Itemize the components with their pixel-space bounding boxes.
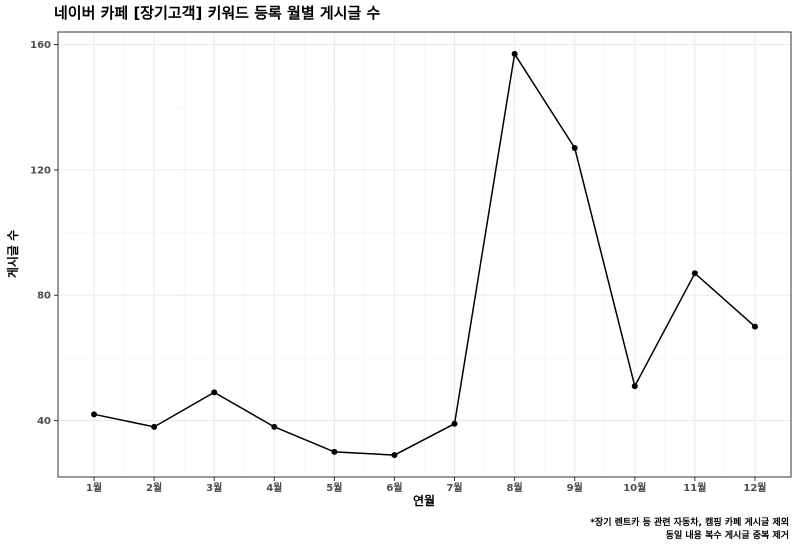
x-tick-label: 1월 [86,482,102,494]
x-tick-label: 5월 [326,482,342,494]
data-point [751,323,758,330]
data-point [91,411,98,418]
series-line [93,51,756,456]
x-tick-label: 9월 [567,482,583,494]
chart-title: 네이버 카페 [장기고객] 키워드 등록 월별 게시글 수 [54,4,380,22]
x-tick-label: 2월 [146,482,162,494]
x-axis-title: 연월 [413,493,435,508]
x-tick-label: 10월 [623,482,646,494]
data-point [331,448,338,455]
y-tick-label: 120 [30,165,51,176]
series-layer [91,50,758,459]
caption-line-1: *장기 렌트카 등 관련 자동차, 캠핑 카페 게시글 제외 [590,516,789,528]
caption-line-2: 동일 내용 복수 게시글 중복 제거 [666,529,789,541]
axes: 40 80 120 160 1월 2월 3월 4월 5월 6월 7월 8월 9월 10월 11월 12월 [30,40,766,494]
y-tick-label: 160 [30,40,51,51]
data-point [451,420,458,427]
x-tick-label: 7월 [446,482,462,494]
data-point [211,389,218,396]
data-point [271,423,278,430]
data-point [691,270,698,277]
x-tick-label: 12월 [743,482,766,494]
data-point [391,452,398,459]
grid [58,32,791,477]
x-tick-label: 4월 [266,482,282,494]
data-point [571,144,578,151]
data-point [511,50,518,57]
x-tick-label: 6월 [386,482,402,494]
x-tick-label: 11월 [683,482,706,494]
x-tick-label: 3월 [206,482,222,494]
x-tick-label: 8월 [507,482,523,494]
data-point [631,383,638,390]
y-tick-label: 80 [37,291,51,302]
y-tick-label: 40 [37,416,51,427]
data-point [151,423,158,430]
y-axis-title: 게시글 수 [6,230,20,278]
plot-panel [57,31,792,478]
